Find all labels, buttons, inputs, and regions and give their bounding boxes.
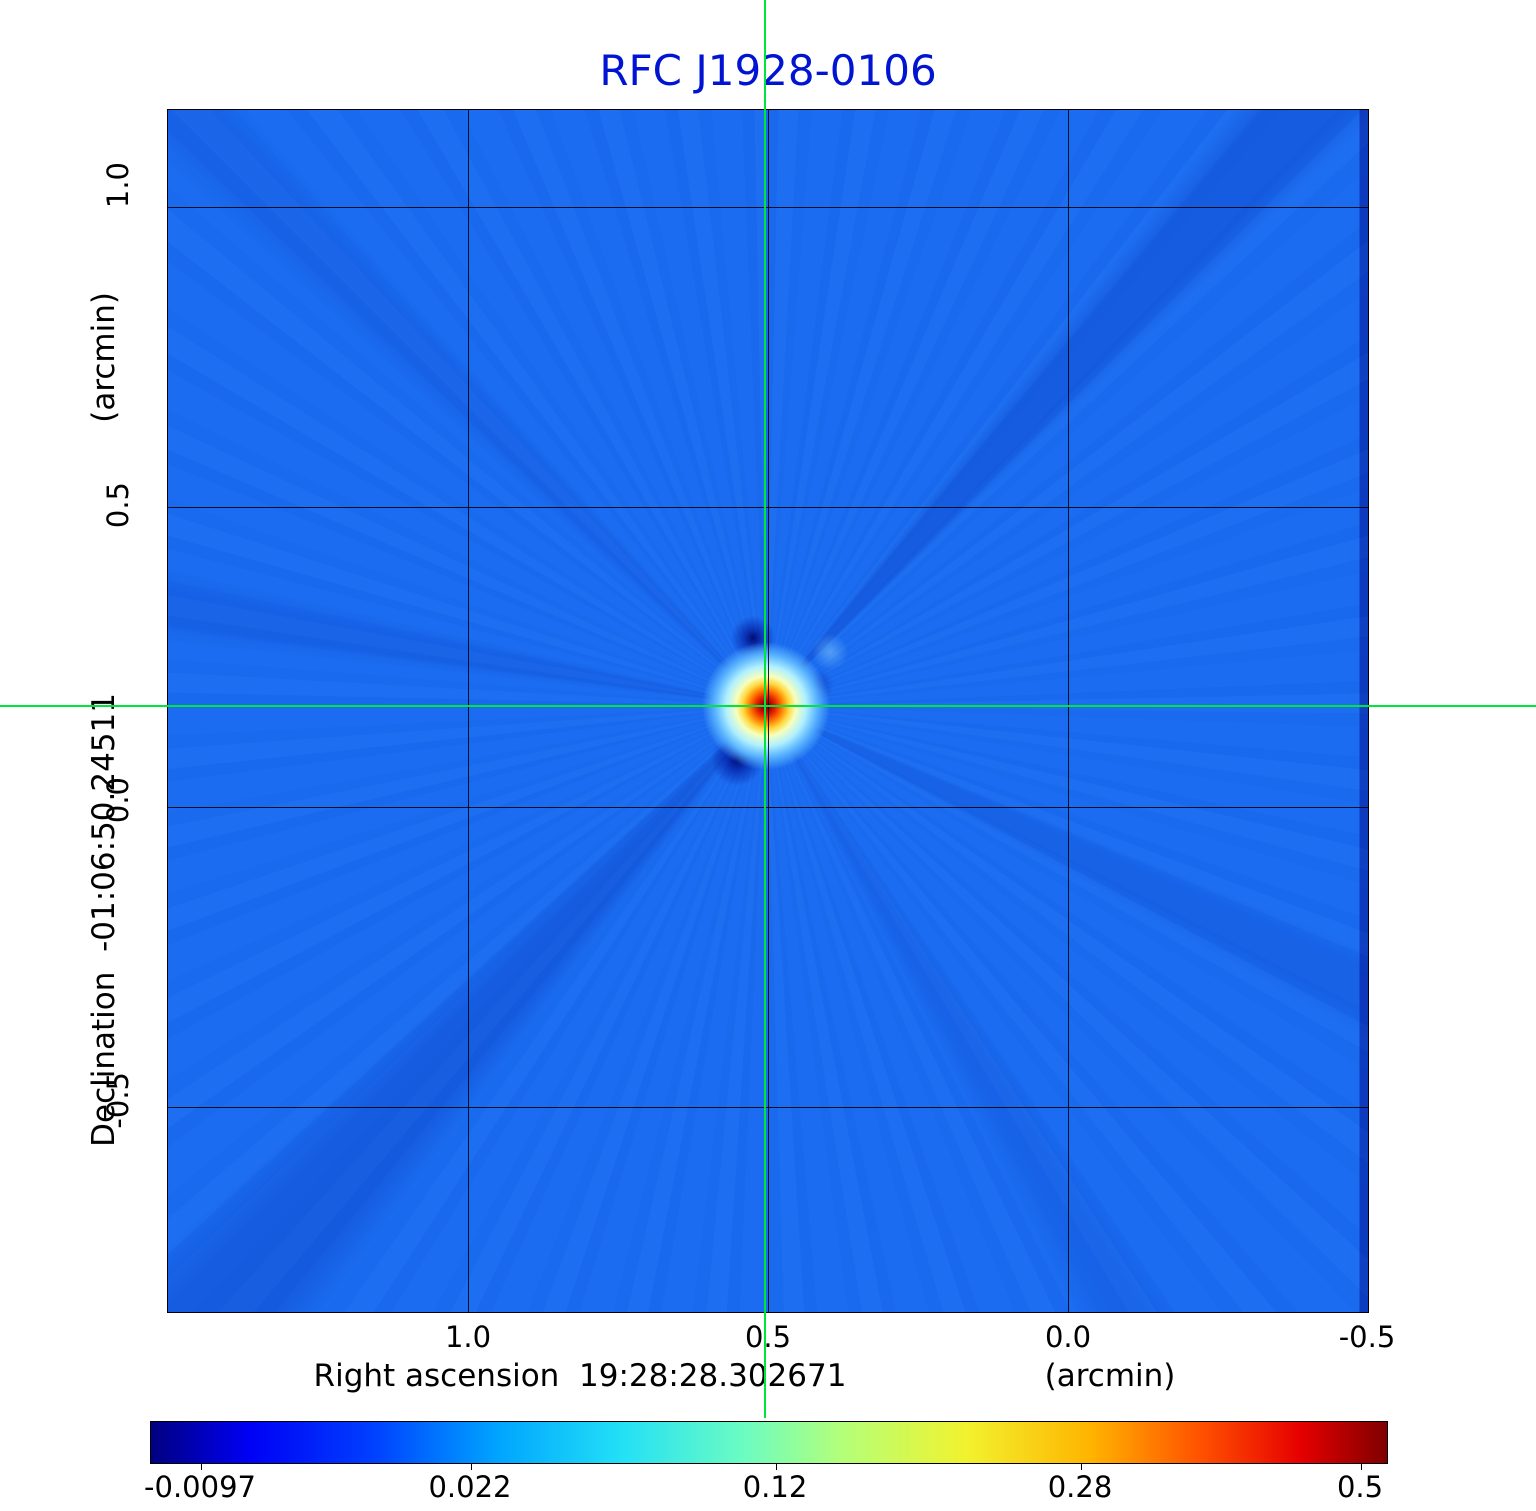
x-tick-label: 0.0 bbox=[1044, 1320, 1092, 1354]
y-axis-title: Declination -01:06:50.24511 bbox=[82, 640, 126, 1200]
plot-area bbox=[167, 109, 1369, 1313]
gridline-horizontal bbox=[168, 207, 1368, 208]
gridline-horizontal bbox=[168, 507, 1368, 508]
gridline-vertical bbox=[468, 110, 469, 1312]
y-axis-title-label: Declination -01:06:50.24511 bbox=[86, 693, 122, 1147]
crosshair-horizontal-line bbox=[0, 705, 1536, 707]
colorbar bbox=[150, 1421, 1388, 1470]
colorbar-tick bbox=[776, 1463, 777, 1470]
colorbar-tick-label: 0.5 bbox=[1336, 1470, 1384, 1504]
y-axis-unit-label: (arcmin) bbox=[86, 291, 122, 423]
colorbar-tick-label: 0.12 bbox=[742, 1470, 808, 1504]
colorbar-tick-label: 0.022 bbox=[428, 1470, 512, 1504]
gridline-horizontal bbox=[168, 1107, 1368, 1108]
x-tick-label: 0.5 bbox=[744, 1320, 792, 1354]
colorbar-tick-label: -0.0097 bbox=[144, 1470, 256, 1504]
gridline-vertical bbox=[1068, 110, 1069, 1312]
x-tick-label: 1.0 bbox=[444, 1320, 492, 1354]
x-axis-title-label: Right ascension 19:28:28.302671 bbox=[313, 1358, 847, 1394]
x-axis-unit-label: (arcmin) bbox=[1044, 1358, 1176, 1394]
gridline-vertical bbox=[768, 110, 769, 1312]
crosshair-vertical-line bbox=[764, 0, 766, 1418]
x-tick-label: -0.5 bbox=[1338, 1320, 1396, 1354]
y-axis-unit: (arcmin) bbox=[82, 187, 126, 527]
gridline-horizontal bbox=[168, 807, 1368, 808]
colorbar-tick bbox=[1361, 1463, 1362, 1470]
colorbar-tick-label: 0.28 bbox=[1047, 1470, 1113, 1504]
colorbar-tick bbox=[201, 1463, 202, 1470]
figure-title: RFC J1928-0106 bbox=[599, 46, 937, 95]
colorbar-tick bbox=[471, 1463, 472, 1470]
colorbar-tick bbox=[1081, 1463, 1082, 1470]
